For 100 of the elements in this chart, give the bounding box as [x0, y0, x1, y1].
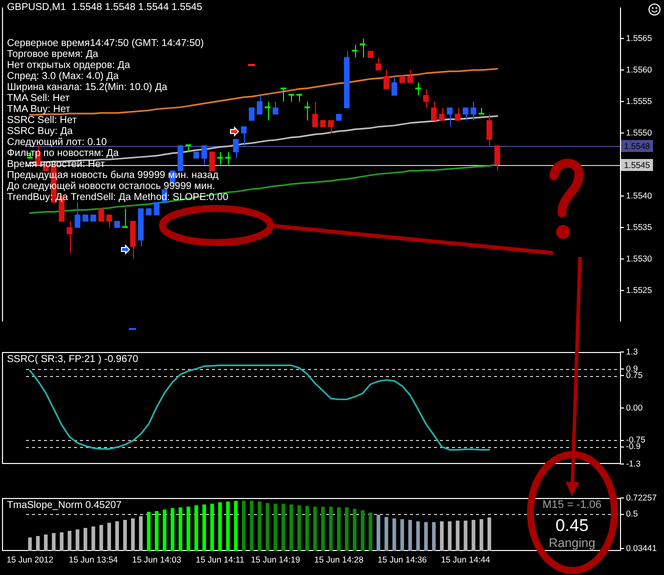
candlestick [280, 88, 286, 102]
candlestick [106, 214, 112, 228]
x-tick-label: 15 Jun 14:11 [196, 554, 245, 564]
bar [297, 505, 302, 551]
bar [400, 519, 404, 551]
bar [282, 504, 286, 551]
y-tick-label: 1.5565 [626, 32, 652, 43]
annotation: Ranging [548, 536, 596, 550]
bar [344, 507, 349, 551]
y-tick-label: 1.5540 [626, 190, 652, 200]
bar [139, 516, 143, 551]
bar [178, 507, 182, 551]
candlestick [74, 202, 80, 228]
annotation: Следующий лот: 0.10 [7, 137, 107, 148]
bar [408, 520, 412, 551]
bar [218, 502, 222, 551]
candlestick [415, 82, 421, 96]
bar [487, 518, 492, 551]
bar [44, 534, 48, 551]
bar [456, 520, 460, 551]
annotation: Спред: 3.0 (Max: 4.0) Да [7, 71, 119, 82]
bar [107, 522, 111, 551]
candlestick [391, 76, 398, 96]
candlestick [431, 101, 437, 121]
annotation: SSRC Buy: Да [7, 126, 73, 137]
bar [250, 500, 254, 551]
candlestick [384, 70, 390, 90]
bar [226, 502, 230, 551]
candlestick [494, 145, 500, 172]
bar [194, 505, 198, 551]
candlestick [256, 94, 262, 115]
bar [84, 528, 88, 551]
ref-line-label: 1.5548 [624, 140, 650, 151]
bar [321, 506, 325, 551]
x-tick-label: 15 Jun 14:44 [440, 554, 490, 564]
chart-title: GBPUSD,M1 1.5548 1.5548 1.5544 1.5545 [7, 2, 202, 13]
bar [154, 511, 159, 551]
bar [313, 506, 317, 551]
candlestick [407, 70, 413, 84]
x-tick-label: 15 Jun 14:03 [132, 554, 182, 564]
candlestick [376, 56, 382, 71]
candlestick [233, 138, 239, 159]
candlestick [423, 88, 429, 108]
candlestick [98, 208, 104, 222]
bar [115, 521, 119, 551]
candlestick [438, 107, 445, 121]
bar [52, 533, 56, 551]
y-tick-label: 1.5555 [626, 96, 652, 106]
bar [368, 512, 372, 551]
annotation: Нет открытых ордеров: Да [7, 60, 130, 71]
y-tick-label: 0.5 [626, 508, 638, 519]
bar [432, 522, 436, 551]
y-tick-label: 0.72257 [626, 492, 657, 502]
x-tick-label: 15 Jun 14:19 [250, 554, 300, 564]
annotation: 0.45 [555, 516, 589, 536]
candlestick [446, 107, 453, 128]
bar [162, 510, 166, 551]
candlestick [201, 145, 208, 166]
bar [60, 532, 64, 551]
candlestick [486, 114, 492, 146]
candlestick [209, 152, 215, 172]
bar [99, 524, 104, 551]
chart-title: TmaSlope_Norm 0.45207 [7, 500, 122, 511]
bar [416, 521, 420, 551]
candlestick [264, 101, 270, 121]
candlestick [272, 101, 278, 115]
y-tick-label: 1.3 [626, 346, 638, 356]
bar [123, 520, 127, 551]
bar [448, 521, 452, 551]
bar [440, 521, 444, 551]
y-tick-label: 1.5530 [626, 253, 652, 264]
bar [131, 518, 135, 551]
y-tick-label: 1.5550 [626, 127, 652, 138]
bar [352, 508, 357, 551]
candlestick [240, 126, 247, 146]
bar [234, 500, 238, 551]
y-tick-label: 1.5525 [626, 284, 652, 295]
bar [480, 519, 484, 551]
ref-line-label: 1.5545 [624, 160, 650, 170]
bar [210, 504, 214, 551]
bar [384, 516, 388, 551]
bar [337, 507, 341, 551]
bar [464, 520, 468, 551]
bar [28, 537, 32, 551]
bar [76, 529, 80, 551]
chart-title: SSRC( SR:3, FP:21 ) -0.9670 [7, 354, 138, 365]
bar [289, 504, 294, 551]
bar [274, 504, 278, 551]
bar [170, 508, 174, 551]
bar [242, 500, 246, 551]
y-tick-label: -1.3 [626, 458, 641, 468]
bar [91, 526, 96, 551]
x-tick-label: 15 Jun 13:54 [68, 554, 118, 564]
candlestick [217, 151, 223, 166]
x-tick-label: 15 Jun 2012 [6, 554, 54, 564]
bar [146, 512, 151, 551]
bar [266, 502, 270, 551]
annotation: TMA Sell: Нет [7, 93, 70, 104]
candlestick [248, 108, 255, 121]
x-tick-label: 15 Jun 14:36 [378, 554, 428, 564]
